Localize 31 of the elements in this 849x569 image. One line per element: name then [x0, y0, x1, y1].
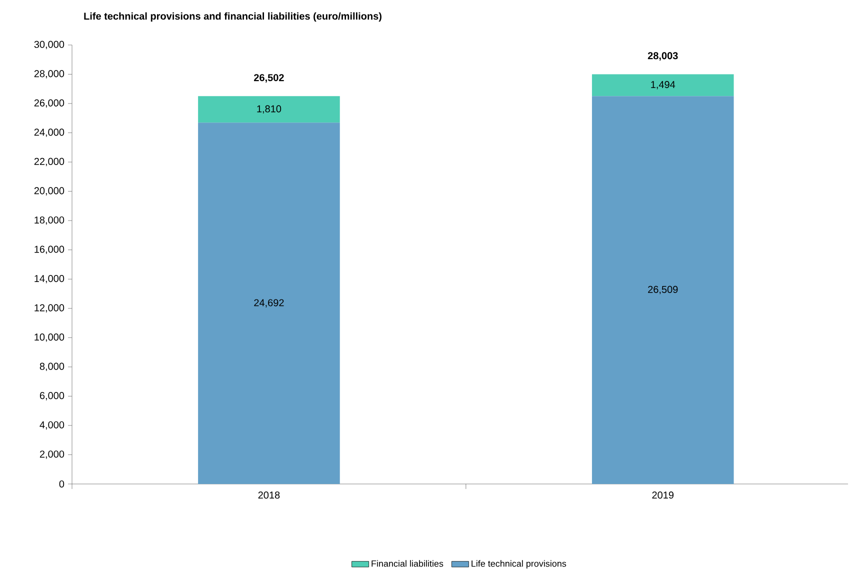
chart-title: Life technical provisions and financial liabilities (euro/millions) [84, 12, 382, 22]
total-label: 28,003 [648, 52, 678, 61]
x-tick-label: 2018 [258, 492, 280, 499]
bar [592, 74, 734, 96]
bar [198, 96, 340, 123]
data-label: 1,810 [257, 105, 282, 114]
y-tick-label: 18,000 [34, 216, 64, 225]
y-tick-label: 10,000 [34, 334, 64, 342]
data-label: 1,494 [651, 81, 676, 90]
bar [592, 96, 734, 484]
y-tick-label: 6,000 [40, 392, 64, 400]
y-tick-label: 24,000 [34, 128, 64, 137]
legend-label: Life technical provisions [472, 560, 566, 569]
y-tick-label: 8,000 [40, 362, 64, 372]
y-tick-label: 14,000 [34, 274, 64, 284]
y-tick-label: 20,000 [34, 187, 64, 196]
legend-label: Financial liabilities [372, 560, 444, 567]
x-tick-label: 2019 [652, 492, 674, 499]
y-tick-label: 16,000 [34, 246, 64, 254]
y-tick-label: 2,000 [40, 450, 64, 459]
y-tick-label: 12,000 [34, 304, 64, 313]
bar [198, 122, 340, 484]
y-tick-label: 0 [59, 480, 64, 488]
data-label: 24,692 [254, 299, 284, 308]
y-tick-label: 4,000 [40, 421, 64, 430]
y-tick-label: 22,000 [34, 158, 64, 166]
y-tick-label: 28,000 [34, 70, 64, 78]
y-tick-label: 26,000 [34, 99, 64, 108]
y-tick-label: 30,000 [34, 40, 64, 50]
data-label: 26,509 [648, 286, 678, 294]
total-label: 26,502 [254, 74, 284, 83]
